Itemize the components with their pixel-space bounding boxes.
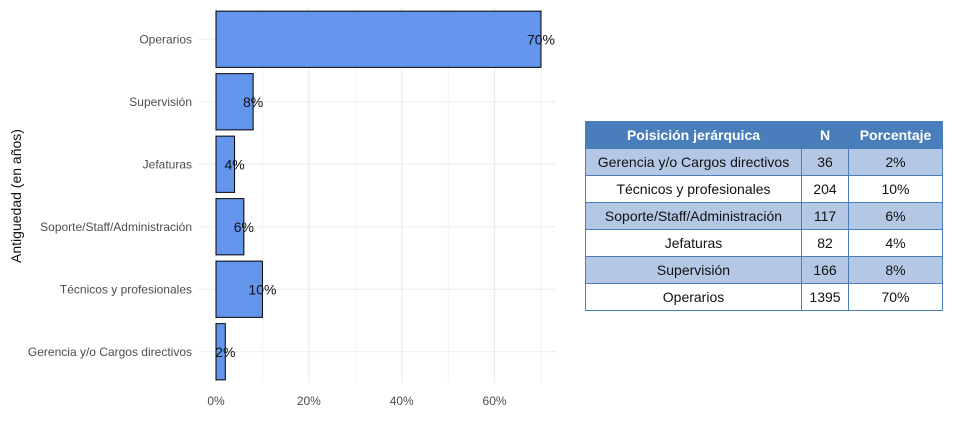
table-cell-n: 36 [801, 148, 849, 176]
table-header-row: Poisición jerárquica N Porcentaje [585, 121, 943, 149]
x-tick-label: 60% [483, 394, 507, 408]
x-tick-label: 20% [297, 394, 321, 408]
table-cell-position: Soporte/Staff/Administración [585, 202, 802, 230]
table-cell-n: 166 [801, 256, 849, 284]
y-tick-label: Técnicos y profesionales [60, 282, 192, 296]
table-cell-percentage: 10% [848, 175, 943, 203]
y-axis-title: Antiguedad (en años) [8, 129, 24, 263]
bar [215, 135, 236, 193]
table-cell-position: Jefaturas [585, 229, 802, 257]
table-cell-percentage: 8% [848, 256, 943, 284]
y-tick-label: Soporte/Staff/Administración [40, 220, 192, 234]
bar [215, 10, 542, 68]
table-header-position: Poisición jerárquica [585, 121, 802, 149]
table-cell-n: 82 [801, 229, 849, 257]
x-tick-label: 40% [390, 394, 414, 408]
table-cell-n: 1395 [801, 283, 849, 311]
bar-chart: 70% 8% 4% 6% 10% 2% Operarios Supervisión Jefatu… [28, 8, 556, 408]
data-label: 6% [234, 219, 254, 235]
y-tick-label: Supervisión [129, 95, 192, 109]
y-axis-title-wrapper: Antiguedad (en años) [8, 129, 24, 263]
data-label: 4% [224, 156, 244, 172]
y-tick-label: Jefaturas [143, 157, 192, 171]
table-header-n: N [801, 121, 849, 149]
x-tick-label: 0% [207, 394, 225, 408]
bar [215, 323, 226, 381]
data-label: 2% [215, 344, 235, 360]
table-row: Técnicos y profesionales 204 10% [585, 175, 943, 203]
bar [215, 260, 263, 318]
bar [215, 73, 254, 131]
table-cell-position: Operarios [585, 283, 802, 311]
y-tick-label: Operarios [139, 32, 192, 46]
table-row: Supervisión 166 8% [585, 256, 943, 284]
table-row: Jefaturas 82 4% [585, 229, 943, 257]
table-cell-percentage: 70% [848, 283, 943, 311]
table-cell-position: Gerencia y/o Cargos directivos [585, 148, 802, 176]
y-tick-label: Gerencia y/o Cargos directivos [28, 345, 192, 359]
table-header-percentage: Porcentaje [848, 121, 943, 149]
bar [215, 198, 245, 256]
table-cell-percentage: 6% [848, 202, 943, 230]
table-cell-percentage: 2% [848, 148, 943, 176]
table-cell-n: 117 [801, 202, 849, 230]
table-cell-percentage: 4% [848, 229, 943, 257]
table-row: Gerencia y/o Cargos directivos 36 2% [585, 148, 943, 176]
data-label: 10% [248, 281, 276, 297]
summary-table: Poisición jerárquica N Porcentaje Gerenc… [585, 121, 943, 311]
table-row: Operarios 1395 70% [585, 283, 943, 311]
data-label: 70% [527, 31, 555, 47]
table-cell-position: Técnicos y profesionales [585, 175, 802, 203]
data-label: 8% [243, 94, 263, 110]
table-cell-n: 204 [801, 175, 849, 203]
table-row: Soporte/Staff/Administración 117 6% [585, 202, 943, 230]
table-cell-position: Supervisión [585, 256, 802, 284]
